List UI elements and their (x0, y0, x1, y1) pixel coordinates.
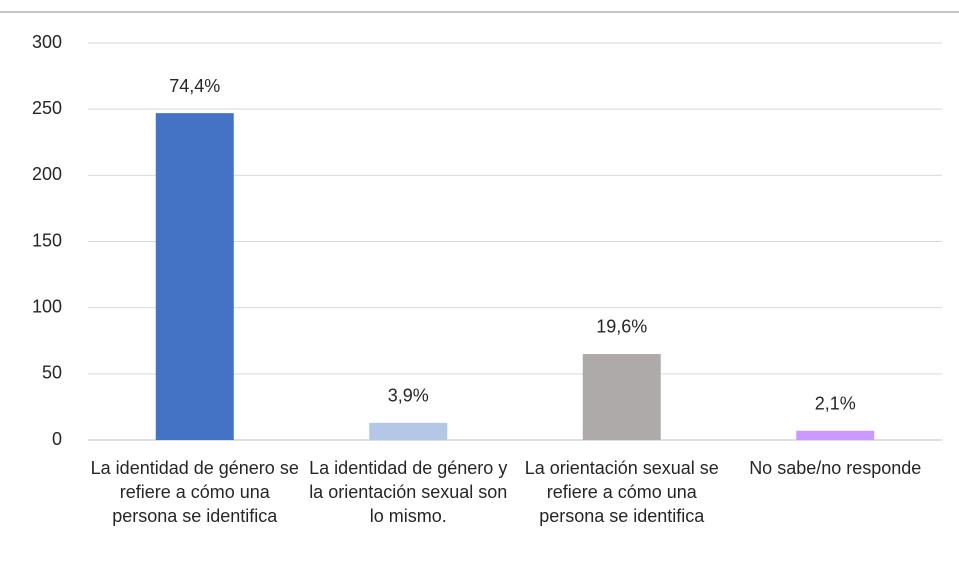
bar (796, 430, 875, 440)
y-tick-label: 50 (42, 363, 62, 383)
data-label: 74,4% (169, 76, 220, 96)
bar (582, 353, 661, 440)
x-tick-label: No sabe/no responde (749, 458, 922, 478)
y-tick-label: 100 (32, 296, 62, 316)
y-tick-label: 150 (32, 230, 62, 250)
bar (155, 113, 234, 441)
data-label: 3,9% (388, 386, 429, 406)
x-tick-label: La identidad de género y la orientación … (309, 458, 508, 526)
data-label: 2,1% (815, 393, 856, 413)
y-tick-label: 200 (32, 164, 62, 184)
y-tick-label: 0 (52, 429, 62, 449)
y-tick-label: 250 (32, 98, 62, 118)
data-label: 19,6% (596, 317, 647, 337)
x-tick-label: La identidad de género se refiere a cómo… (90, 458, 299, 526)
bar (369, 422, 448, 440)
x-tick-label: La orientación sexual se refiere a cómo … (524, 458, 719, 526)
y-tick-label: 300 (32, 32, 62, 52)
